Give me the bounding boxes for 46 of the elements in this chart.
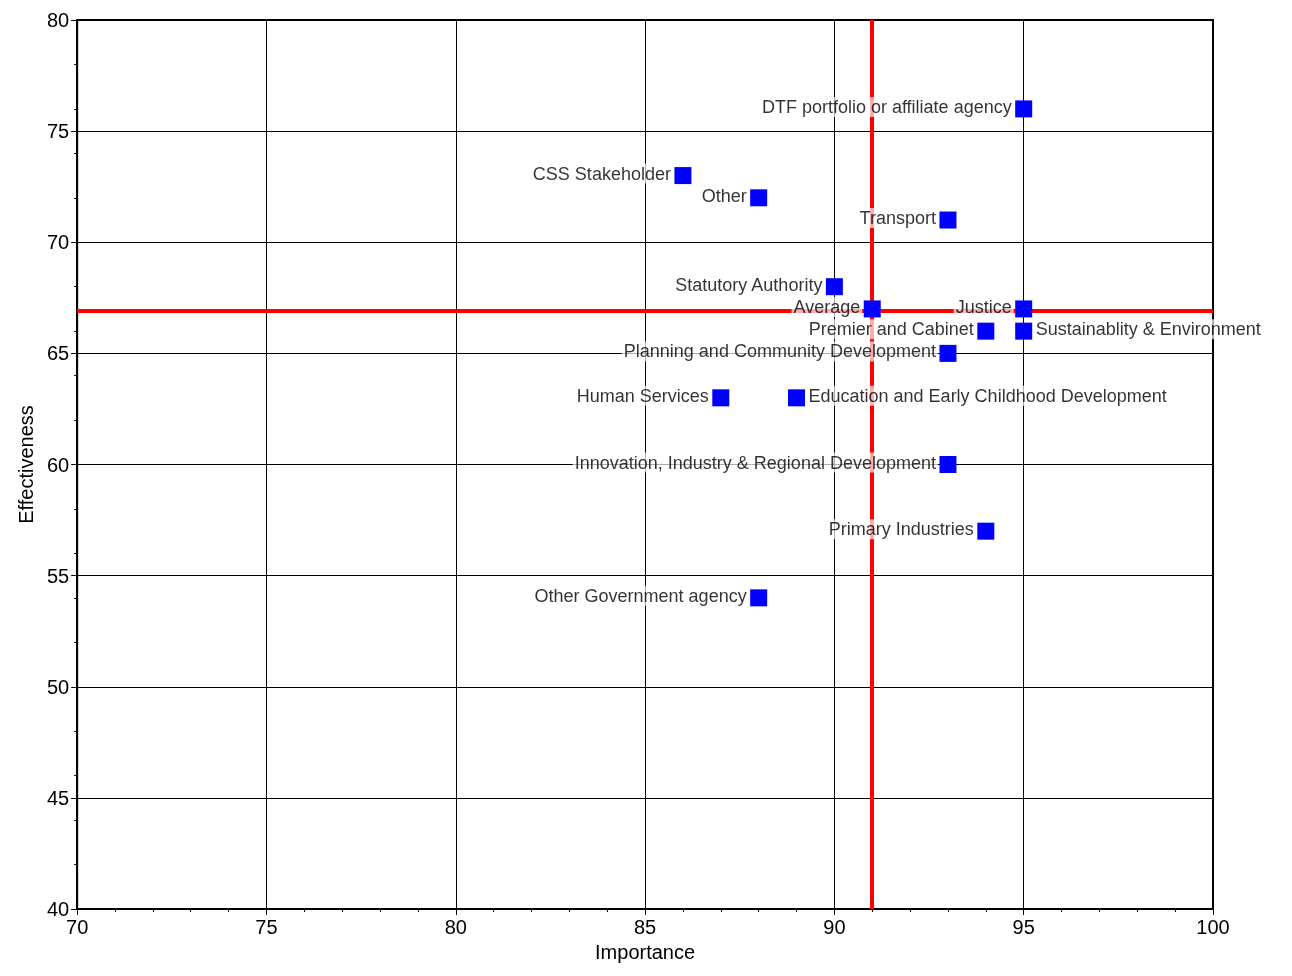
point [788, 389, 806, 407]
y-tick-label: 80 [46, 9, 70, 31]
point [977, 522, 995, 540]
point [939, 211, 957, 229]
annotation: Human Services [576, 385, 709, 406]
y-tick-label: 70 [46, 231, 70, 254]
x-tick-label: 90 [823, 916, 846, 938]
point [939, 344, 957, 362]
annotation: Other Government agency [534, 585, 747, 606]
point [1015, 100, 1033, 118]
point [825, 278, 843, 296]
annotation: Innovation, Industry & Regional Development [574, 452, 936, 473]
x-tick-label: 95 [1012, 916, 1035, 938]
y-axis-title: Effectiveness [15, 405, 37, 524]
annotation: Average [793, 296, 861, 317]
x-tick-label: 85 [633, 916, 657, 938]
annotation: CSS Stakeholder [532, 163, 671, 184]
annotation: Statutory Authority [675, 274, 823, 295]
x-tick-label: 75 [255, 916, 278, 938]
point [712, 389, 730, 407]
point [977, 322, 995, 340]
point [1015, 300, 1033, 318]
annotation: Primary Industries [828, 519, 974, 540]
annotation: Education and Early Childhood Development [808, 385, 1167, 406]
point [674, 167, 692, 185]
x-tick-label: 100 [1196, 916, 1230, 938]
annotation: Planning and Community Development [623, 341, 936, 362]
point [750, 589, 768, 607]
y-tick-label: 60 [46, 453, 70, 476]
y-tick-label: 45 [46, 786, 70, 809]
y-tick-label: 65 [46, 342, 70, 365]
annotation: DTF portfolio or affiliate agency [761, 96, 1012, 117]
y-tick-label: 75 [46, 120, 70, 143]
annotation: Other [701, 185, 747, 206]
point [1015, 322, 1033, 340]
point [750, 189, 768, 207]
annotation: Sustainablity & Environment [1035, 319, 1261, 340]
annotation: Transport [859, 208, 936, 229]
point [863, 300, 881, 318]
annotation: Justice [955, 296, 1012, 317]
point [939, 456, 957, 473]
x-tick-label: 80 [444, 916, 467, 938]
x-axis-title: Importance [595, 940, 696, 963]
y-tick-label: 55 [46, 564, 70, 587]
annotation: Premier and Cabinet [808, 319, 974, 340]
y-tick-label: 50 [46, 675, 70, 698]
